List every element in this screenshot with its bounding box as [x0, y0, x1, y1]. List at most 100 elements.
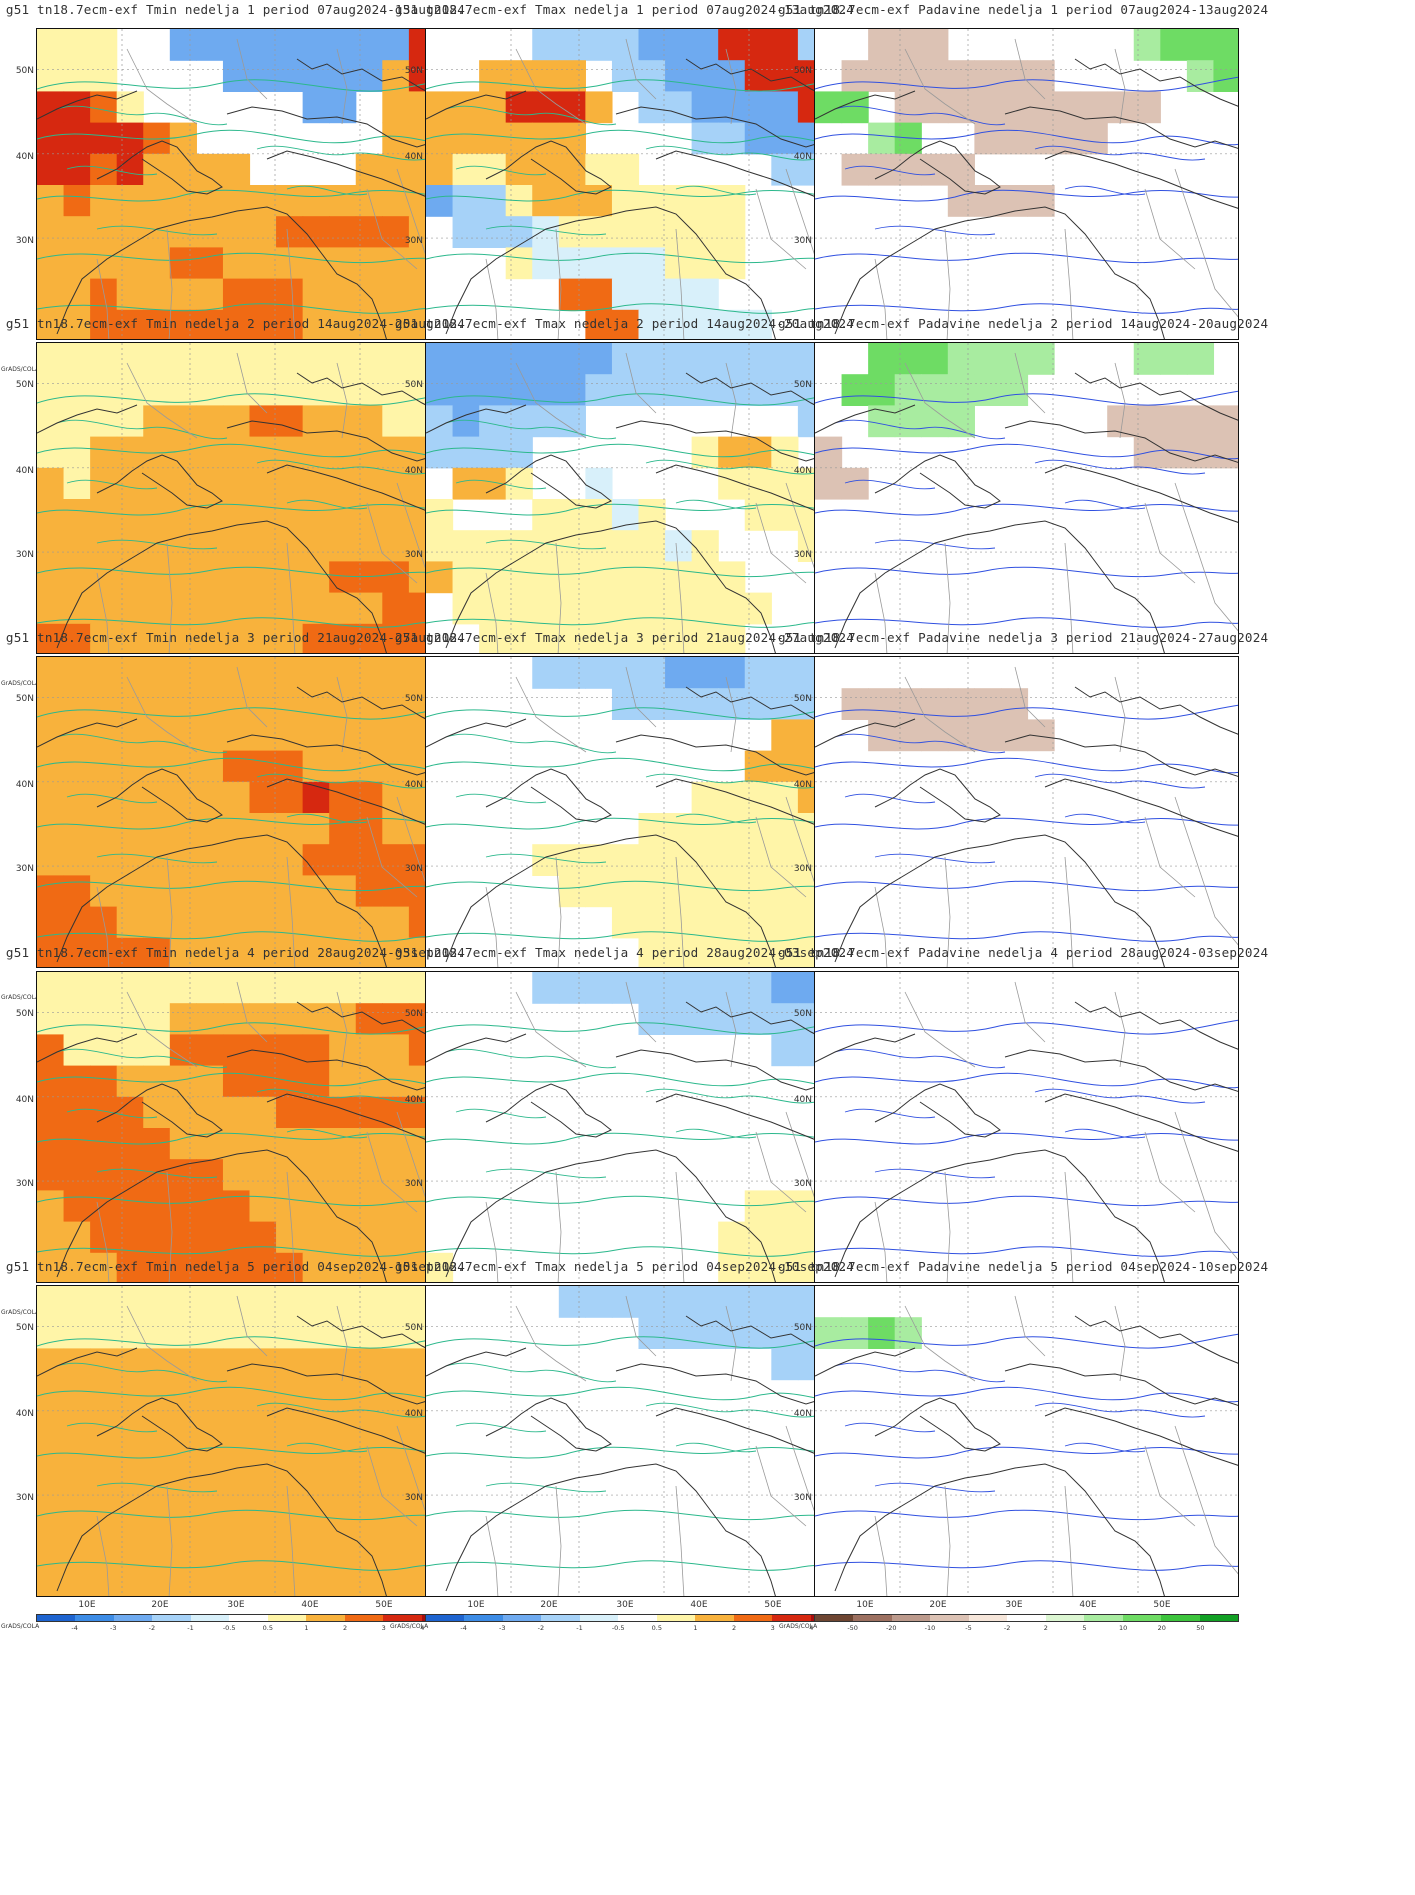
anomaly-cell — [479, 561, 507, 594]
anomaly-cell — [718, 875, 746, 908]
anomaly-cell — [37, 60, 65, 92]
anomaly-cell — [249, 657, 277, 689]
climatology-contour — [56, 419, 428, 550]
anomaly-cell — [116, 374, 144, 406]
anomaly-cell — [382, 1065, 410, 1098]
anomaly-cell — [276, 1252, 304, 1282]
anomaly-cell — [222, 1317, 251, 1349]
anomaly-cell — [638, 309, 666, 339]
anomaly-cell — [771, 1286, 799, 1318]
anomaly-cell — [90, 1317, 118, 1349]
anomaly-cell — [426, 530, 454, 562]
anomaly-field — [815, 343, 1238, 653]
anomaly-cell — [276, 309, 304, 339]
anomaly-cell — [90, 309, 118, 339]
anomaly-cell — [329, 875, 357, 908]
lat-label: 40N — [793, 1409, 812, 1419]
anomaly-cell — [611, 29, 640, 61]
grads-credit: GrADS/COLA — [1, 1623, 40, 1630]
anomaly-cell — [249, 1065, 277, 1098]
anomaly-cell — [611, 844, 640, 876]
colorbar-label: -50 — [847, 1624, 858, 1632]
lat-label: 40N — [404, 780, 423, 790]
anomaly-cell — [90, 499, 118, 531]
anomaly-cell — [116, 1034, 144, 1067]
anomaly-cell — [718, 688, 746, 720]
anomaly-cell — [222, 1003, 251, 1035]
anomaly-cell — [382, 972, 410, 1004]
anomaly-cell — [558, 592, 586, 625]
anomaly-cell — [169, 1504, 197, 1537]
anomaly-cell — [585, 467, 613, 500]
anomaly-cell — [355, 530, 383, 562]
anomaly-cell — [249, 467, 277, 500]
anomaly-cell — [771, 875, 799, 908]
anomaly-cell — [196, 1286, 224, 1318]
lat-label: 40N — [404, 466, 423, 476]
anomaly-cell — [222, 972, 251, 1004]
anomaly-cell — [921, 29, 949, 61]
anomaly-cell — [947, 185, 975, 217]
anomaly-cell — [894, 688, 922, 720]
coastline — [426, 372, 849, 653]
climatology-contour — [834, 105, 1206, 236]
anomaly-cell — [37, 436, 65, 469]
anomaly-cell — [37, 875, 65, 908]
anomaly-cell — [355, 216, 383, 248]
panel-title: g51 tn18.7ecm-exf Padavine nedelja 5 per… — [778, 1259, 1269, 1274]
anomaly-cell — [329, 1003, 357, 1035]
anomaly-cell — [771, 1252, 799, 1282]
anomaly-cell — [90, 750, 118, 783]
anomaly-cell — [116, 216, 144, 248]
anomaly-cell — [116, 1159, 144, 1191]
anomaly-cell — [116, 1473, 144, 1505]
anomaly-cell — [974, 122, 1002, 155]
lat-label: 40N — [404, 152, 423, 162]
anomaly-cell — [63, 1379, 91, 1412]
anomaly-cell — [841, 60, 869, 92]
colorbar-label: -0.5 — [611, 1624, 625, 1632]
anomaly-cell — [947, 374, 975, 406]
anomaly-cell — [249, 60, 277, 92]
anomaly-cell — [169, 623, 197, 653]
anomaly-field — [426, 343, 849, 653]
anomaly-cell — [116, 153, 144, 186]
anomaly-cell — [382, 1221, 410, 1254]
anomaly-cell — [611, 972, 640, 1004]
climatology-contour — [37, 1333, 460, 1571]
lat-label: 40N — [15, 780, 34, 790]
map-panel-padavine-week-5: g51 tn18.7ecm-exf Padavine nedelja 5 per… — [778, 1257, 1269, 1636]
colorbar-swatch — [37, 1615, 76, 1621]
anomaly-cell — [116, 937, 144, 967]
anomaly-cell — [116, 844, 144, 876]
anomaly-cell — [771, 436, 799, 469]
anomaly-cell — [665, 972, 693, 1004]
anomaly-cell — [302, 343, 330, 375]
anomaly-cell — [558, 60, 586, 92]
climatology-contour — [56, 733, 428, 864]
anomaly-cell — [1133, 91, 1161, 124]
anomaly-cell — [691, 592, 719, 625]
anomaly-cell — [585, 1286, 613, 1318]
lat-label: 30N — [15, 864, 34, 874]
anomaly-cell — [691, 530, 719, 562]
anomaly-cell — [638, 844, 666, 876]
anomaly-cell — [143, 216, 171, 248]
anomaly-cell — [222, 374, 251, 406]
anomaly-cell — [868, 343, 896, 375]
anomaly-field — [815, 972, 1238, 1282]
anomaly-cell — [169, 29, 197, 61]
panel-title: g51 tn18.7ecm-exf Tmin nedelja 1 period … — [5, 2, 466, 17]
anomaly-cell — [302, 309, 330, 339]
anomaly-cell — [37, 1410, 65, 1443]
coastline — [37, 1001, 460, 1282]
anomaly-cell — [382, 592, 410, 625]
anomaly-cell — [249, 216, 277, 248]
anomaly-cell — [382, 29, 410, 61]
map-area — [814, 342, 1239, 654]
anomaly-cell — [382, 1504, 410, 1537]
anomaly-cell — [196, 719, 224, 752]
anomaly-cell — [426, 374, 454, 406]
anomaly-cell — [718, 561, 746, 594]
map-area — [425, 656, 850, 968]
